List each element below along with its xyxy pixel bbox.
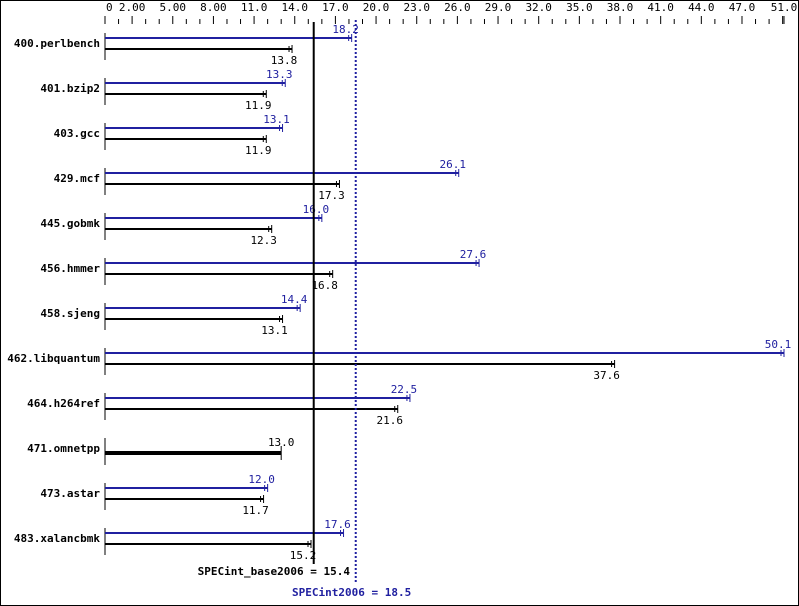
bar-value-label: 13.1 bbox=[261, 324, 288, 337]
benchmark-label: 471.omnetpp bbox=[27, 442, 100, 455]
axis-tick-label: 2.00 bbox=[119, 1, 146, 14]
benchmark-label: 483.xalancbmk bbox=[14, 532, 100, 545]
axis-tick-label: 8.00 bbox=[200, 1, 227, 14]
benchmark-label: 462.libquantum bbox=[7, 352, 100, 365]
bar-value-label: 13.0 bbox=[268, 436, 295, 449]
bar-value-label: 27.6 bbox=[460, 248, 487, 261]
axis-tick-label: 32.0 bbox=[525, 1, 552, 14]
bar-value-label: 12.3 bbox=[250, 234, 277, 247]
bar-value-label: 14.4 bbox=[281, 293, 308, 306]
axis-tick-label: 5.00 bbox=[160, 1, 187, 14]
bar-value-label: 37.6 bbox=[593, 369, 620, 382]
bar-value-label: 17.3 bbox=[318, 189, 345, 202]
axis-tick-label: 44.0 bbox=[688, 1, 715, 14]
benchmark-label: 456.hmmer bbox=[40, 262, 100, 275]
axis-tick-label: 47.0 bbox=[729, 1, 756, 14]
peak-mean-label: SPECint2006 = 18.5 bbox=[292, 586, 411, 599]
bar-value-label: 13.1 bbox=[263, 113, 290, 126]
axis-tick-label: 14.0 bbox=[281, 1, 308, 14]
bar-value-label: 21.6 bbox=[376, 414, 403, 427]
axis-tick-label: 29.0 bbox=[485, 1, 512, 14]
bar-value-label: 11.9 bbox=[245, 99, 272, 112]
benchmark-label: 400.perlbench bbox=[14, 37, 100, 50]
axis-tick-label: 41.0 bbox=[647, 1, 674, 14]
axis-tick-label: 11.0 bbox=[241, 1, 268, 14]
bar-value-label: 18.2 bbox=[332, 23, 359, 36]
benchmark-label: 445.gobmk bbox=[40, 217, 100, 230]
bar-value-label: 17.6 bbox=[324, 518, 351, 531]
benchmark-label: 464.h264ref bbox=[27, 397, 100, 410]
bar-value-label: 13.3 bbox=[266, 68, 293, 81]
bar-value-label: 12.0 bbox=[248, 473, 275, 486]
axis-tick-label: 51.0 bbox=[771, 1, 798, 14]
bar-value-label: 16.0 bbox=[303, 203, 330, 216]
bar-value-label: 13.8 bbox=[271, 54, 298, 67]
axis-tick-label: 17.0 bbox=[322, 1, 349, 14]
bar-value-label: 11.7 bbox=[242, 504, 269, 517]
bar-value-label: 22.5 bbox=[391, 383, 418, 396]
bar-value-label: 50.1 bbox=[765, 338, 792, 351]
bar-value-label: 15.2 bbox=[290, 549, 317, 562]
axis-tick-label: 0 bbox=[106, 1, 113, 14]
bar-value-label: 11.9 bbox=[245, 144, 272, 157]
bar-value-label: 16.8 bbox=[311, 279, 338, 292]
benchmark-label: 403.gcc bbox=[54, 127, 100, 140]
axis-tick-label: 38.0 bbox=[607, 1, 634, 14]
benchmark-label: 429.mcf bbox=[54, 172, 100, 185]
benchmark-label: 473.astar bbox=[40, 487, 100, 500]
benchmark-label: 458.sjeng bbox=[40, 307, 100, 320]
base-mean-label: SPECint_base2006 = 15.4 bbox=[198, 565, 351, 578]
axis-tick-label: 35.0 bbox=[566, 1, 593, 14]
axis-tick-label: 23.0 bbox=[403, 1, 430, 14]
axis-tick-label: 26.0 bbox=[444, 1, 471, 14]
bar-value-label: 26.1 bbox=[439, 158, 466, 171]
benchmark-label: 401.bzip2 bbox=[40, 82, 100, 95]
axis-tick-label: 20.0 bbox=[363, 1, 390, 14]
